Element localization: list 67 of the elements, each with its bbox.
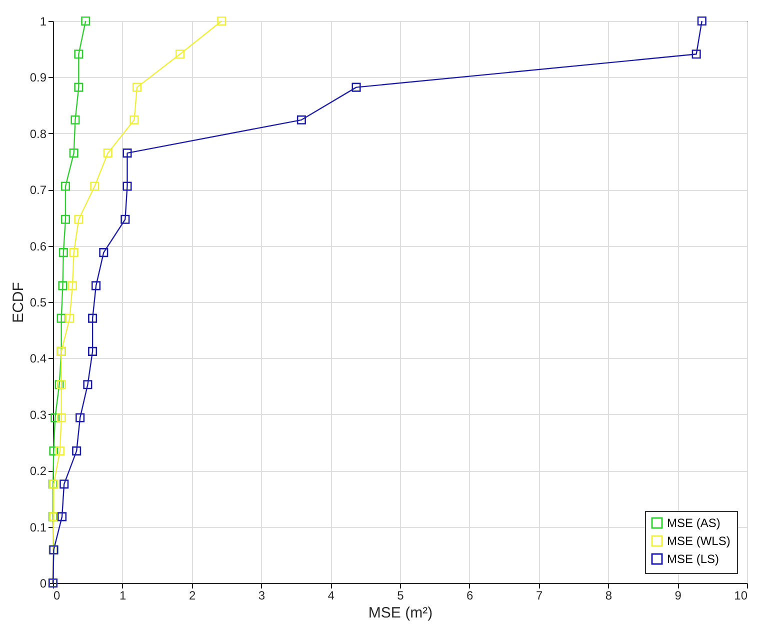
point [103, 148, 112, 158]
legend-label: MSE (AS) [667, 516, 720, 530]
y-tick-label: 1 [40, 14, 47, 28]
x-axis-title: MSE (m²) [368, 604, 433, 622]
point [70, 115, 80, 124]
point [217, 16, 226, 26]
point [697, 16, 706, 26]
point [56, 314, 66, 323]
x-tick-label: 3 [258, 588, 266, 602]
point [99, 248, 108, 258]
x-tick-label: 7 [536, 588, 543, 602]
point [88, 314, 98, 323]
legend-label: MSE (LS) [667, 552, 720, 566]
x-tick-label: 0 [54, 588, 60, 602]
point [69, 248, 78, 258]
point [692, 50, 701, 59]
x-tick-label: 4 [328, 588, 335, 602]
point [72, 446, 82, 456]
point [69, 148, 78, 158]
point [130, 115, 139, 124]
point [83, 380, 92, 390]
x-tick-label: 9 [674, 588, 682, 602]
y-tick-label: 0.3 [30, 408, 47, 422]
y-tick-label: 0.4 [30, 352, 47, 366]
y-tick-label: 0.2 [30, 464, 47, 478]
point [122, 182, 132, 191]
y-tick-label: 0 [40, 576, 47, 590]
point [175, 50, 185, 59]
point [74, 50, 84, 59]
point [50, 413, 60, 422]
y-tick-label: 0.5 [30, 296, 47, 310]
x-tick-label: 5 [397, 588, 404, 602]
y-tick-label: 0.7 [30, 183, 47, 198]
point [92, 281, 101, 290]
point [68, 281, 77, 290]
y-tick-label: 0.8 [30, 126, 47, 141]
point [81, 16, 90, 26]
point [120, 214, 130, 224]
point [352, 82, 361, 92]
point [55, 446, 64, 456]
x-tick-label: 2 [188, 588, 196, 602]
x-tick-label: 8 [605, 588, 612, 602]
x-tick-label: 1 [120, 588, 127, 602]
point [58, 248, 68, 258]
y-tick-label: 0.9 [30, 70, 47, 85]
point [74, 82, 84, 92]
point [49, 446, 58, 456]
point [74, 214, 84, 224]
point [56, 413, 66, 422]
legend-label: MSE (WLS) [667, 534, 730, 548]
x-tick-label: 6 [466, 588, 474, 602]
y-axis-title: ECDF [10, 282, 27, 323]
point [60, 214, 70, 224]
point [88, 346, 98, 356]
point [60, 480, 69, 489]
point [90, 182, 100, 191]
point [60, 182, 70, 191]
point [65, 314, 74, 323]
x-tick-label: 10 [734, 588, 748, 602]
point [58, 512, 67, 522]
point [58, 281, 68, 290]
point [76, 413, 85, 422]
point [296, 115, 306, 124]
y-tick-label: 0.1 [30, 520, 47, 534]
point [122, 148, 132, 158]
point [132, 82, 142, 92]
y-tick-label: 0.6 [30, 239, 47, 254]
